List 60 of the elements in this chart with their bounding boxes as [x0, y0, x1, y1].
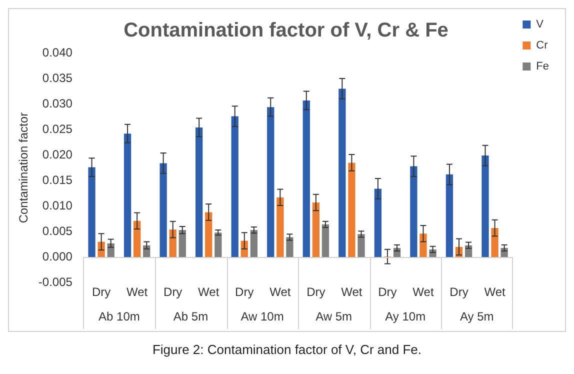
- legend-label: Fe: [536, 60, 550, 73]
- bar: [358, 234, 365, 258]
- bar: [420, 234, 427, 258]
- bar: [231, 116, 238, 258]
- bar: [322, 224, 330, 258]
- bar: [312, 202, 320, 258]
- bar: [160, 163, 167, 258]
- caption: Figure 2: Contamination factor of V, Cr and Fe.: [151, 342, 423, 357]
- bar: [482, 156, 489, 258]
- text: Aw 10m: [240, 309, 284, 324]
- x-tick-label: Dry: [450, 285, 468, 300]
- x-tick-label: Wet: [484, 285, 506, 300]
- y-tick-label: 0.005: [42, 224, 73, 238]
- bar: [88, 167, 96, 258]
- bar: [250, 230, 258, 258]
- text: Ab 5m: [173, 309, 208, 324]
- x-tick-label: Dry: [92, 285, 111, 300]
- legend-label: V: [536, 18, 544, 31]
- bar: [374, 188, 382, 258]
- y-axis-title: Contamination factor: [16, 112, 31, 224]
- y-tick-label: 0.015: [42, 172, 73, 187]
- bar: [348, 162, 356, 258]
- x-tick-label: Wet: [412, 285, 434, 300]
- text: Ay 10m: [385, 309, 426, 324]
- bar: [169, 230, 176, 258]
- bar: [196, 127, 203, 258]
- bar: [491, 228, 498, 258]
- text: Ay 5m: [460, 309, 494, 324]
- text: Ab 10m: [98, 309, 140, 324]
- bar: [205, 212, 212, 258]
- x-tick-label: Wet: [341, 285, 363, 300]
- bar: [302, 100, 310, 258]
- x-tick-label: Dry: [164, 285, 182, 300]
- bar: [178, 230, 186, 258]
- bar: [286, 237, 294, 258]
- chart-title: Contamination factor of V, Cr & Fe: [124, 20, 448, 42]
- bar: [410, 166, 418, 258]
- x-tick-label: Dry: [235, 285, 254, 300]
- x-tick-label: Dry: [378, 285, 397, 300]
- y-tick-label: 0.020: [42, 147, 73, 162]
- x-tick-label: Dry: [306, 285, 326, 300]
- y-tick-label: 0.000: [42, 249, 73, 264]
- text: Aw 5m: [316, 309, 352, 324]
- bar: [134, 220, 141, 258]
- bar: [446, 174, 454, 258]
- bar: [267, 107, 274, 258]
- bar: [124, 134, 132, 258]
- y-tick-label: 0.035: [42, 70, 73, 85]
- y-tick-label: -0.005: [38, 274, 73, 289]
- y-tick-label: 0.025: [42, 122, 73, 136]
- x-tick-label: Wet: [126, 285, 148, 300]
- y-tick-label: 0.010: [42, 198, 73, 212]
- x-tick-label: Wet: [198, 285, 220, 300]
- y-tick-label: 0.030: [42, 96, 73, 110]
- y-tick-label: 0.040: [42, 45, 73, 60]
- bar: [214, 232, 222, 258]
- legend-label: Cr: [536, 40, 548, 52]
- bar: [338, 88, 346, 258]
- bar: [276, 197, 284, 258]
- x-tick-label: Wet: [270, 285, 292, 300]
